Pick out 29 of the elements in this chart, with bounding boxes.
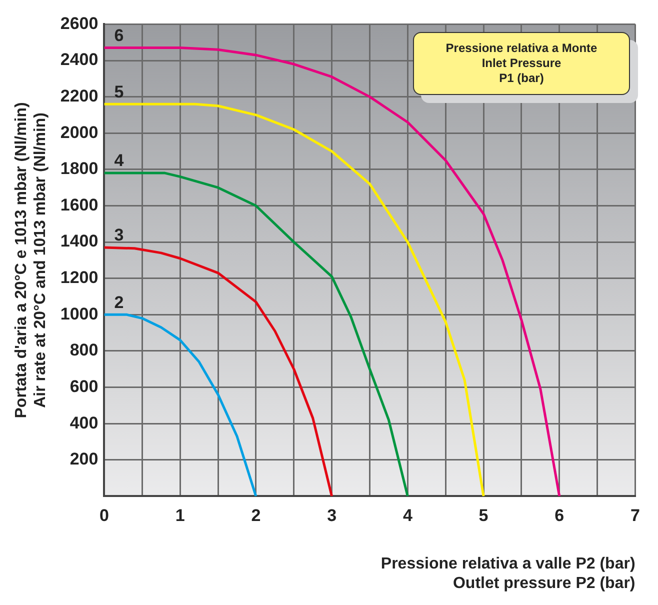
x-tick-label: 5 bbox=[478, 506, 488, 526]
y-tick-label: 2400 bbox=[60, 50, 98, 70]
x-tick-label: 1 bbox=[175, 506, 185, 526]
y-tick-label: 600 bbox=[70, 376, 98, 396]
y-tick-label: 2600 bbox=[60, 14, 98, 33]
y-tick-label: 200 bbox=[70, 450, 98, 469]
series-label: 4 bbox=[114, 151, 124, 170]
x-tick-label: 3 bbox=[327, 506, 337, 526]
y-tick-label: 400 bbox=[70, 413, 98, 432]
series-label: 3 bbox=[114, 226, 124, 245]
x-tick-label: 7 bbox=[630, 506, 640, 526]
x-tick-label: 0 bbox=[99, 506, 109, 526]
y-tick-label: 1000 bbox=[60, 304, 98, 324]
y-tick-label: 1800 bbox=[60, 159, 98, 178]
y-axis-title: Portata d'aria a 20°C e 1013 mbar (Nl/min) Air rate at 20°C and 1013 mbar (Nl/min) bbox=[13, 102, 50, 418]
x-tick-label: 4 bbox=[402, 506, 413, 526]
series-label: 5 bbox=[114, 82, 124, 102]
series-label: 6 bbox=[114, 26, 124, 45]
series-label: 2 bbox=[114, 292, 124, 312]
y-tick-label: 800 bbox=[70, 340, 98, 360]
x-axis-title: Pressione relativa a valle P2 (bar) Outlet pressure P2 (bar) bbox=[380, 556, 636, 592]
legend-title: Pressione relativa a Monte Inlet Pressure P1 (bar) bbox=[444, 41, 598, 86]
x-tick-label: 6 bbox=[554, 506, 564, 526]
y-tick-label: 1400 bbox=[60, 232, 98, 251]
y-tick-label: 2000 bbox=[60, 122, 98, 142]
x-tick-label: 2 bbox=[251, 506, 261, 526]
y-tick-label: 1200 bbox=[60, 268, 98, 288]
y-tick-label: 1600 bbox=[60, 195, 98, 214]
y-tick-label: 2200 bbox=[60, 86, 98, 106]
